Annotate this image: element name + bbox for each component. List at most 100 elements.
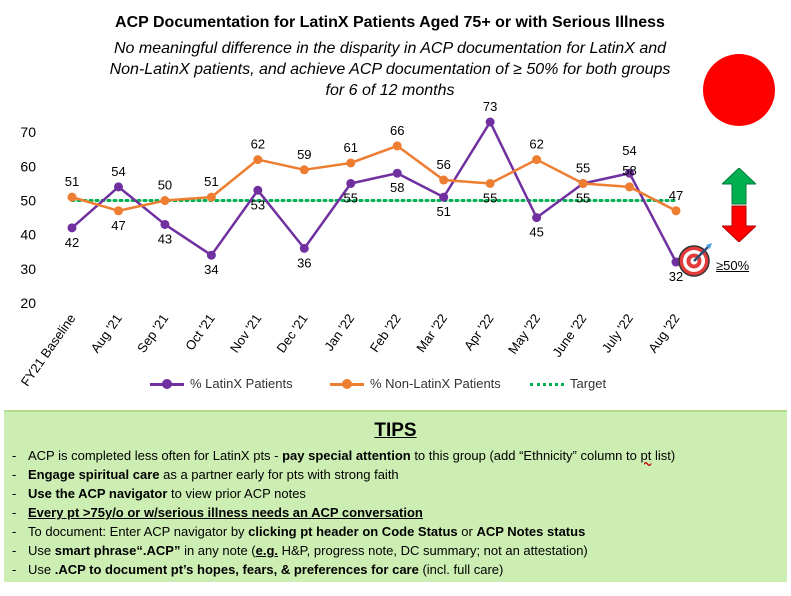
latinx-data-point [392, 168, 402, 178]
latinx-series-line [71, 120, 678, 263]
nonlatinx-data-label: 47 [669, 188, 683, 203]
tip-6-text-3: H&P, progress note, DC summary; not an a… [278, 543, 588, 558]
tip-5-text-2: or [457, 524, 477, 539]
latinx-data-label: 55 [576, 160, 590, 175]
subtitle-line-2: Non-LatinX patients, and achieve ACP doc… [109, 61, 671, 78]
nonlatinx-data-point [113, 206, 123, 216]
tip-5-text: To document: Enter ACP navigator by [28, 524, 249, 539]
x-tick-label: Apr '22 [461, 311, 497, 353]
nonlatinx-data-label: 62 [529, 137, 543, 152]
y-tick-label: 50 [20, 193, 36, 209]
tip-1-text: ACP is completed less often for LatinX p… [28, 448, 283, 463]
nonlatinx-data-label: 59 [297, 147, 311, 162]
latinx-data-label: 32 [669, 269, 683, 284]
tip-item-2: Engage spiritual care as a partner early… [12, 465, 787, 484]
x-tick-label: FY21 Baseline [18, 311, 79, 389]
y-tick-label: 30 [20, 261, 36, 277]
chart-title: ACP Documentation for LatinX Patients Ag… [115, 14, 665, 31]
tip-1-pt: pt [640, 448, 652, 463]
red-circle-icon [703, 54, 775, 126]
tip-2-text: as a partner early for pts with strong f… [159, 467, 399, 482]
chart-legend: % LatinX Patients % Non-LatinX Patients … [150, 376, 670, 396]
nonlatinx-data-label: 55 [483, 190, 497, 205]
tip-4-bold: Every pt >75y/o or w/serious illness nee… [28, 505, 423, 520]
latinx-data-label: 45 [529, 225, 543, 240]
subtitle-line-1: No meaningful difference in the disparit… [113, 40, 667, 57]
tip-item-7: Use .ACP to document pt’s hopes, fears, … [12, 560, 787, 579]
nonlatinx-data-label: 56 [436, 157, 450, 172]
nonlatinx-series-line [71, 144, 677, 213]
x-tick-label: Aug '21 [88, 311, 125, 355]
latinx-data-label: 51 [436, 204, 450, 219]
tip-3-bold: Use the ACP navigator [28, 486, 168, 501]
target-threshold-label: ≥50% [716, 258, 749, 273]
nonlatinx-data-label: 66 [390, 123, 404, 138]
nonlatinx-data-label: 62 [251, 137, 265, 152]
tip-item-1: ACP is completed less often for LatinX p… [12, 446, 787, 465]
latinx-data-label: 58 [390, 180, 404, 195]
latinx-data-point [439, 192, 449, 202]
tips-list: ACP is completed less often for LatinX p… [4, 446, 787, 579]
legend-swatch-target [530, 378, 564, 390]
tip-6-eg: e.g. [255, 543, 279, 558]
tip-item-4: Every pt >75y/o or w/serious illness nee… [12, 503, 787, 522]
latinx-data-point [299, 243, 309, 253]
tips-panel: TIPS ACP is completed less often for Lat… [4, 410, 787, 582]
x-tick-label: July '22 [599, 311, 636, 355]
nonlatinx-data-point [671, 206, 681, 216]
tip-item-5: To document: Enter ACP navigator by clic… [12, 522, 787, 541]
latinx-data-point [671, 257, 681, 267]
bullseye-target-icon [678, 243, 712, 277]
tip-7-text-2: (incl. full care) [418, 562, 504, 577]
tip-item-6: Use smart phrase“.ACP” in any note (e.g.… [12, 541, 787, 560]
nonlatinx-data-label: 51 [204, 174, 218, 189]
tip-1-bold: pay special attention [282, 448, 411, 463]
latinx-data-point [532, 213, 542, 223]
nonlatinx-data-point [253, 155, 263, 165]
nonlatinx-data-point [67, 192, 77, 202]
legend-item-latinx: % LatinX Patients [150, 376, 293, 391]
latinx-data-point [253, 185, 263, 195]
nonlatinx-data-label: 50 [158, 178, 172, 193]
line-chart: 20 30 40 50 60 70 FY21 Baseline Aug '21 Sep '21 O… [18, 99, 684, 389]
nonlatinx-data-label: 55 [576, 190, 590, 205]
latinx-data-label: 36 [297, 255, 311, 270]
latinx-data-point [67, 223, 77, 233]
nonlatinx-data-label: 51 [65, 174, 79, 189]
x-tick-label: Dec '21 [273, 311, 310, 355]
legend-label-nonlatinx: % Non-LatinX Patients [370, 376, 501, 391]
nonlatinx-data-point [532, 155, 542, 165]
x-tick-label: Sep '21 [134, 311, 171, 355]
legend-item-nonlatinx: % Non-LatinX Patients [330, 376, 501, 391]
legend-swatch-latinx [150, 378, 184, 390]
y-tick-label: 70 [20, 124, 36, 140]
legend-item-target: Target [530, 376, 606, 391]
legend-label-target: Target [570, 376, 607, 391]
tip-6-text: Use [28, 543, 55, 558]
legend-label-latinx: % LatinX Patients [190, 376, 293, 391]
nonlatinx-data-label: 47 [111, 218, 125, 233]
latinx-data-label: 73 [483, 99, 497, 114]
nonlatinx-data-point [625, 182, 635, 192]
y-tick-label: 40 [20, 227, 36, 243]
latinx-data-label: 53 [251, 197, 265, 212]
latinx-data-point [160, 219, 170, 229]
nonlatinx-data-point [206, 192, 216, 202]
latinx-data-point [206, 250, 216, 260]
nonlatinx-data-point [160, 196, 170, 206]
nonlatinx-data-point [485, 178, 495, 188]
x-tick-label: June '22 [549, 311, 589, 360]
x-tick-label: May '22 [505, 311, 543, 357]
y-tick-label: 60 [20, 158, 36, 174]
x-tick-label: Mar '22 [413, 311, 450, 355]
x-tick-label: Aug '22 [645, 311, 682, 355]
tip-7-bold: .ACP to document pt’s hopes, fears, & pr… [54, 562, 419, 577]
latinx-data-label: 55 [344, 190, 358, 205]
latinx-data-label: 43 [158, 231, 172, 246]
nonlatinx-data-point [578, 178, 588, 188]
latinx-data-label: 54 [111, 164, 125, 179]
tip-5-bold: clicking pt header on Code Status [248, 524, 458, 539]
latinx-data-label: 42 [65, 235, 79, 250]
y-tick-label: 20 [20, 295, 36, 311]
